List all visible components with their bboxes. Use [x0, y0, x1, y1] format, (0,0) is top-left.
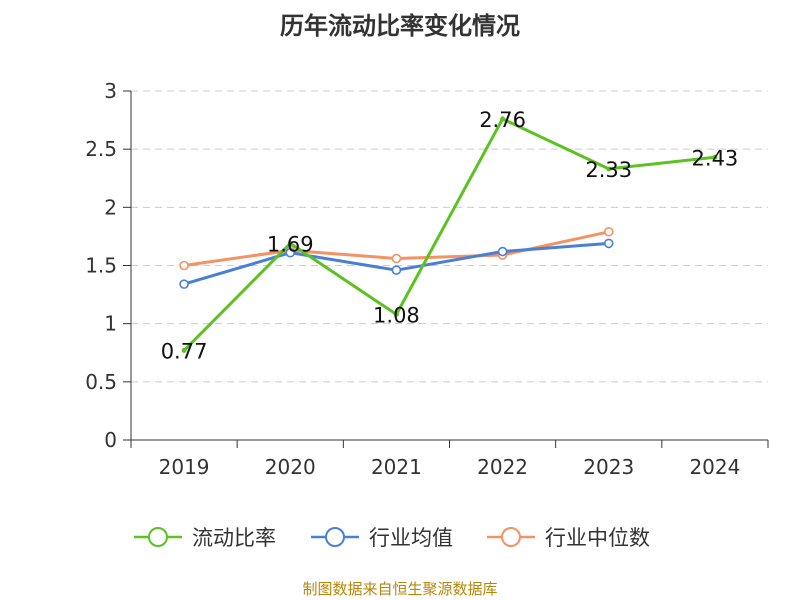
data-point: [287, 240, 293, 246]
y-tick-label: 2: [104, 195, 117, 219]
data-label: 2.43: [692, 146, 739, 170]
x-tick-label: 2020: [265, 455, 316, 479]
y-tick-label: 0.5: [85, 370, 117, 394]
data-label: 1.69: [267, 232, 314, 256]
x-tick-label: 2022: [477, 455, 528, 479]
data-label: 2.76: [479, 108, 526, 132]
data-point: [603, 238, 614, 249]
chart-title: 历年流动比率变化情况: [280, 12, 520, 40]
data-source-note: 制图数据来自恒生聚源数据库: [302, 580, 498, 598]
data-point: [181, 347, 187, 353]
data-point: [391, 265, 402, 275]
legend-label: 行业均值: [369, 526, 453, 550]
series-line-current-ratio: [182, 117, 717, 352]
data-point: [500, 116, 506, 122]
x-tick-label: 2019: [159, 455, 210, 479]
data-point: [603, 226, 614, 237]
y-tick-label: 1: [104, 312, 117, 336]
x-tick-label: 2024: [689, 455, 740, 479]
data-point: [179, 260, 189, 271]
legend-marker: [501, 527, 521, 547]
legend-label: 流动比率: [192, 526, 276, 550]
y-tick-label: 0: [104, 428, 117, 452]
legend-label: 行业中位数: [545, 526, 650, 550]
series-line-industry-mean: [182, 241, 611, 286]
legend-marker: [148, 527, 168, 547]
data-point: [393, 311, 399, 317]
data-point: [285, 247, 296, 258]
data-point: [391, 253, 402, 264]
x-tick-label: 2021: [371, 455, 422, 479]
y-tick-label: 3: [104, 79, 117, 103]
x-tick-label: 2023: [583, 455, 634, 479]
data-point: [179, 279, 189, 289]
data-point: [606, 166, 612, 172]
y-tick-label: 1.5: [85, 254, 117, 278]
data-label: 0.77: [161, 339, 208, 363]
legend-marker: [325, 527, 345, 547]
y-tick-label: 2.5: [85, 137, 117, 161]
data-point: [712, 154, 718, 160]
data-point: [497, 246, 508, 257]
data-label: 2.33: [585, 158, 632, 182]
data-label: 1.08: [373, 303, 420, 327]
